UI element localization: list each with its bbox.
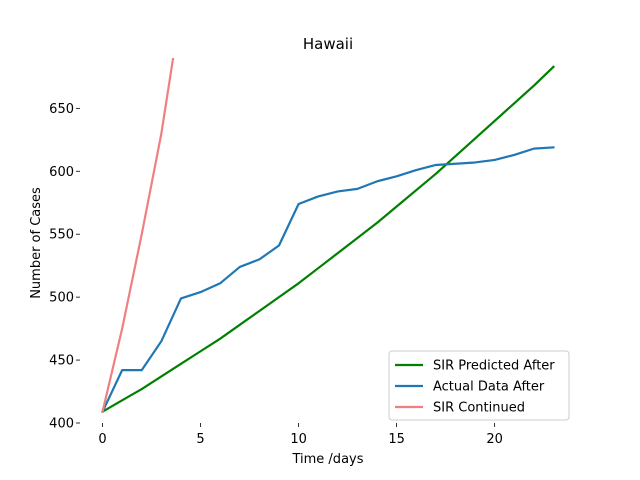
legend-entry-label: SIR Continued <box>433 401 525 416</box>
y-tick-label: 650 <box>49 102 74 117</box>
legend-entry-label: Actual Data After <box>433 380 545 395</box>
legend: SIR Predicted After Actual Data After SIR … <box>388 350 570 421</box>
y-tick-label: 450 <box>49 354 74 369</box>
legend-box <box>388 350 570 421</box>
chart-title: Hawaii <box>303 35 353 53</box>
x-tick-label: 10 <box>290 432 307 447</box>
y-tick-label: 550 <box>49 228 74 243</box>
y-axis-label: Number of Cases <box>29 187 44 299</box>
legend-entry-label: SIR Predicted After <box>433 359 555 374</box>
x-tick-label: 20 <box>486 432 503 447</box>
x-tick-label: 15 <box>388 432 405 447</box>
y-tick-label: 500 <box>49 291 74 306</box>
series-lines <box>101 58 556 414</box>
x-tick-label: 5 <box>196 432 204 447</box>
y-tick-label: 600 <box>49 165 74 180</box>
axis-ticks: 0 5 10 15 20 400 450 500 550 600 650 <box>49 102 503 447</box>
x-axis-label: Time /days <box>291 452 363 467</box>
series-line-1 <box>101 65 556 414</box>
y-tick-label: 400 <box>49 417 74 432</box>
x-tick-label: 0 <box>98 432 106 447</box>
series-line-2 <box>101 146 555 414</box>
series-line-3 <box>101 58 175 413</box>
